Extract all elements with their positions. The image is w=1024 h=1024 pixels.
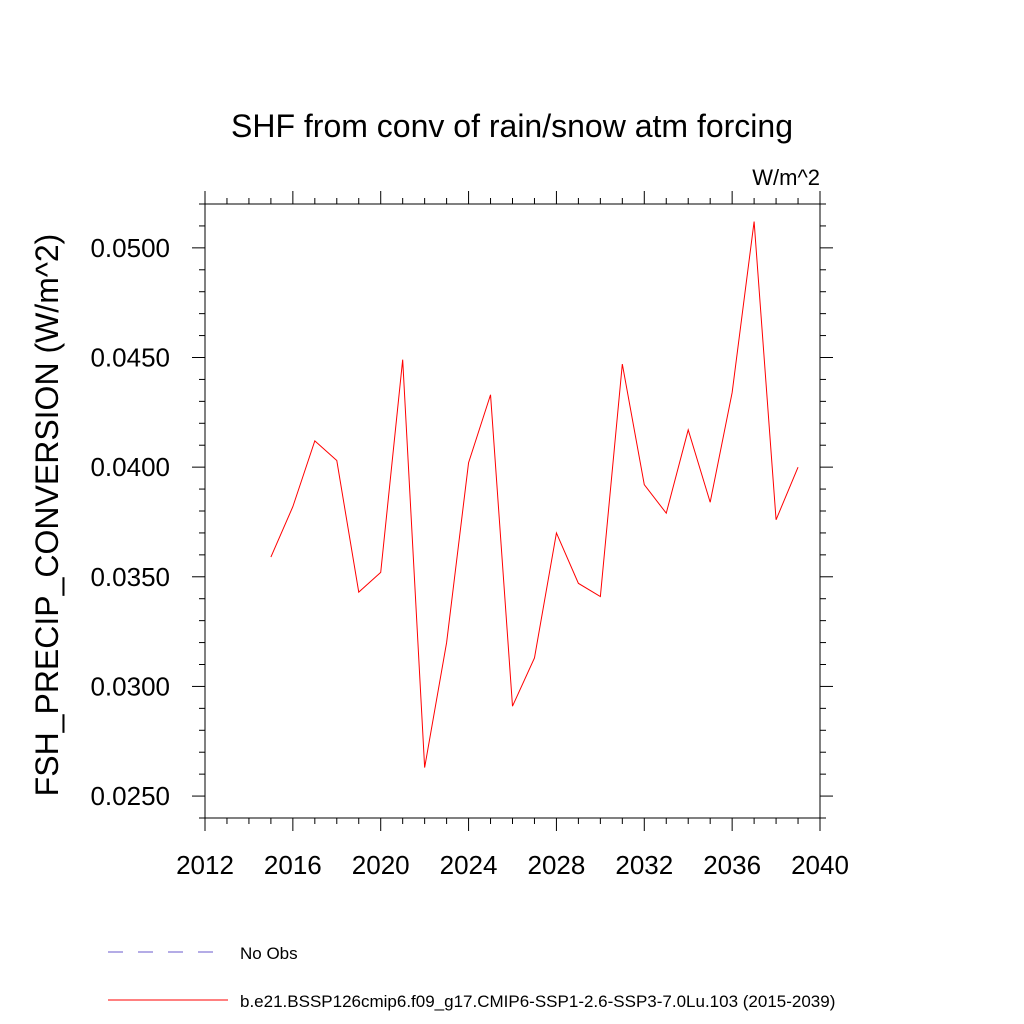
x-tick-label: 2040 (791, 850, 849, 880)
y-tick-label: 0.0350 (90, 562, 170, 592)
legend-label: b.e21.BSSP126cmip6.f09_g17.CMIP6-SSP1-2.… (240, 992, 835, 1011)
series-layer (270, 221, 799, 768)
plot-frame (204, 203, 821, 819)
y-tick-label: 0.0450 (90, 343, 170, 373)
legend-label: No Obs (240, 944, 298, 963)
x-tick-label: 2028 (528, 850, 586, 880)
units-label: W/m^2 (752, 165, 820, 190)
y-axis-label: FSH_PRECIP_CONVERSION (W/m^2) (29, 234, 65, 797)
x-tick-label: 2012 (176, 850, 234, 880)
y-tick-label: 0.0500 (90, 233, 170, 263)
x-tick-label: 2024 (440, 850, 498, 880)
y-tick-label: 0.0400 (90, 452, 170, 482)
y-tick-label: 0.0300 (90, 671, 170, 701)
axis-ticks (192, 191, 833, 831)
x-tick-label: 2032 (615, 850, 673, 880)
x-tick-label: 2016 (264, 850, 322, 880)
y-tick-label: 0.0250 (90, 781, 170, 811)
legend: No Obs b.e21.BSSP126cmip6.f09_g17.CMIP6-S… (108, 944, 835, 1011)
x-tick-label: 2036 (703, 850, 761, 880)
series-line (270, 221, 799, 768)
tick-labels: 2012 2016 2020 2024 2028 2032 2036 2040 0.0250 0.… (90, 233, 848, 880)
x-tick-label: 2020 (352, 850, 410, 880)
chart-title: SHF from conv of rain/snow atm forcing (231, 108, 793, 144)
